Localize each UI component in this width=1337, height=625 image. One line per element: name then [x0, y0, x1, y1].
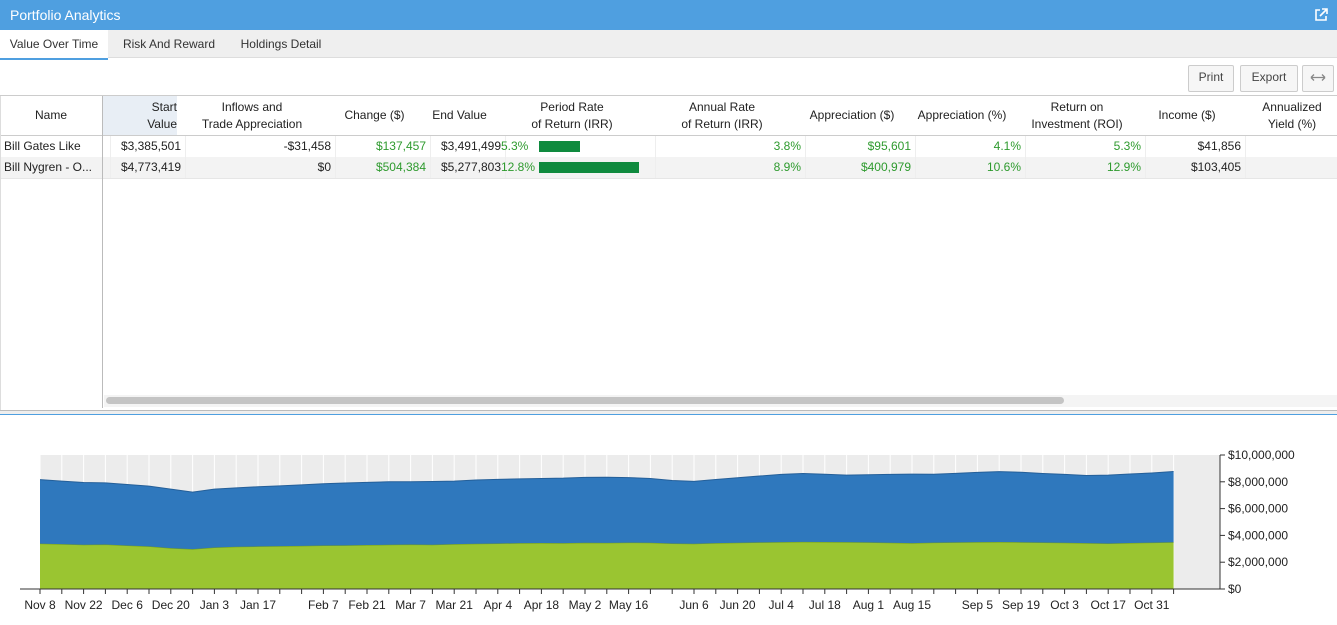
button[interactable]: Export — [1240, 65, 1298, 92]
stacked-area — [40, 471, 1174, 550]
x-tick-label: Aug 15 — [893, 598, 931, 612]
app-title: Portfolio Analytics — [10, 7, 121, 23]
x-tick-label: Aug 1 — [853, 598, 885, 612]
x-tick-label: Dec 6 — [112, 598, 144, 612]
button[interactable]: Print — [1188, 65, 1234, 92]
x-tick-label: Oct 3 — [1050, 598, 1079, 612]
stacked-area — [40, 541, 1174, 589]
x-tick-label: Jul 4 — [769, 598, 795, 612]
area-edge — [39, 470, 1174, 493]
y-tick-label: $6,000,000 — [1228, 502, 1288, 516]
y-tick-label: $10,000,000 — [1228, 448, 1295, 462]
tab-bar: Value Over Time Risk And Reward Holdings D… — [0, 30, 1337, 60]
x-tick-label: Apr 18 — [524, 598, 560, 612]
title-bar: Portfolio Analytics — [0, 0, 1337, 30]
x-tick-label: Sep 5 — [962, 598, 994, 612]
x-tick-label: Mar 21 — [436, 598, 474, 612]
x-tick-label: Jan 3 — [200, 598, 230, 612]
y-tick-label: $8,000,000 — [1228, 475, 1288, 489]
frozen-divider — [102, 96, 103, 408]
expand-button[interactable] — [1302, 65, 1334, 92]
x-tick-label: Jun 20 — [720, 598, 756, 612]
x-tick-label: Jul 18 — [809, 598, 841, 612]
y-tick-label: $2,000,000 — [1228, 555, 1288, 569]
expand-icon — [1310, 74, 1326, 81]
x-tick-label: Feb 21 — [348, 598, 386, 612]
x-tick-label: Feb 7 — [308, 598, 339, 612]
popout-icon[interactable] — [1313, 7, 1329, 23]
x-tick-label: Oct 17 — [1091, 598, 1127, 612]
tab[interactable]: Risk And Reward — [122, 37, 216, 51]
x-tick-label: Dec 20 — [152, 598, 190, 612]
tab[interactable]: Value Over Time — [0, 30, 108, 60]
x-tick-label: Nov 8 — [24, 598, 56, 612]
y-tick-label: $0 — [1228, 582, 1242, 596]
x-tick-label: Mar 7 — [395, 598, 426, 612]
x-tick-label: Jun 6 — [679, 598, 709, 612]
table-border — [0, 96, 1, 410]
x-tick-label: Oct 31 — [1134, 598, 1170, 612]
x-tick-label: May 2 — [569, 598, 602, 612]
toolbar — [0, 58, 1337, 96]
scroll-thumb[interactable] — [106, 397, 1064, 404]
splitter[interactable] — [0, 410, 1337, 415]
x-tick-label: May 16 — [609, 598, 649, 612]
x-tick-label: Nov 22 — [65, 598, 103, 612]
x-tick-label: Apr 4 — [483, 598, 512, 612]
x-tick-label: Jan 17 — [240, 598, 276, 612]
tab[interactable]: Holdings Detail — [240, 37, 322, 51]
y-tick-label: $4,000,000 — [1228, 528, 1288, 542]
scroll-track — [104, 395, 1337, 407]
x-tick-label: Sep 19 — [1002, 598, 1040, 612]
